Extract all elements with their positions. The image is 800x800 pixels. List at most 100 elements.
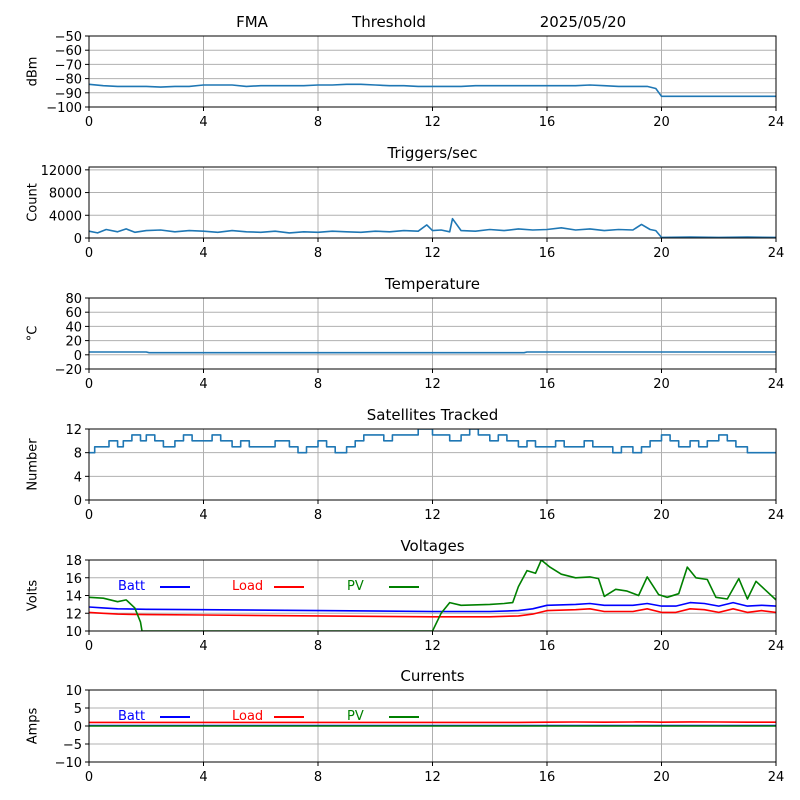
y-tick-label: 10	[65, 625, 82, 640]
x-tick-label: 24	[768, 508, 785, 523]
x-tick-label: 24	[768, 115, 785, 130]
x-tick-label: 0	[85, 115, 93, 130]
y-tick-label: −5	[63, 738, 82, 753]
x-tick-label: 16	[539, 246, 556, 261]
y-tick-label: 4000	[49, 209, 82, 224]
x-tick-label: 24	[768, 246, 785, 261]
x-tick-label: 16	[539, 770, 556, 785]
legend-label-load: Load	[232, 579, 263, 594]
x-tick-label: 12	[424, 639, 441, 654]
x-tick-label: 8	[314, 639, 322, 654]
plot-frame	[88, 559, 777, 632]
chart-panel-1: 0 4 8 12 16 20 24 0 4000 8000 12000 Triggers/sec Cou…	[26, 144, 785, 261]
x-tick-label: 4	[199, 639, 207, 654]
x-tick-label: 12	[424, 377, 441, 392]
y-tick-label: 0	[74, 232, 82, 247]
legend-label-load: Load	[232, 709, 263, 724]
y-tick-label: 12000	[41, 164, 82, 179]
y-tick-label: 40	[65, 320, 82, 335]
chart-panel-5: 0 4 8 12 16 20 24 −10 −5 0 5 10 Currents Amps Batt Load…	[26, 667, 785, 785]
y-tick-label: −20	[55, 363, 82, 378]
x-tick-label: 16	[539, 115, 556, 130]
y-axis-label: °C	[26, 326, 41, 342]
x-tick-label: 20	[653, 246, 670, 261]
chart-panel-0: 0 4 8 12 16 20 24 −100−90−80−70−60−50 dBm	[26, 30, 785, 130]
series-line	[89, 351, 776, 354]
x-tick-label: 0	[85, 639, 93, 654]
x-tick-label: 24	[768, 770, 785, 785]
y-tick-label: 12	[65, 423, 82, 438]
plot-frame	[88, 166, 777, 239]
legend-label-batt: Batt	[118, 709, 145, 724]
x-tick-label: 16	[539, 508, 556, 523]
series-line-load	[89, 721, 776, 724]
plot-frame	[88, 428, 777, 501]
y-axis-label: Amps	[26, 707, 41, 744]
header-center: Threshold	[351, 13, 426, 31]
y-tick-label: 18	[65, 554, 82, 569]
y-axis-label: Volts	[26, 580, 41, 612]
x-tick-label: 4	[199, 770, 207, 785]
y-axis-label: dBm	[26, 57, 41, 87]
x-tick-label: 16	[539, 377, 556, 392]
y-tick-label: 0	[74, 494, 82, 509]
series-line	[89, 217, 776, 238]
x-tick-label: 16	[539, 639, 556, 654]
header-left: FMA	[236, 13, 269, 31]
series-line-pv	[89, 560, 776, 631]
x-tick-label: 20	[653, 639, 670, 654]
y-tick-label: −10	[55, 756, 82, 771]
y-tick-label: 12	[65, 607, 82, 622]
x-tick-label: 12	[424, 508, 441, 523]
y-tick-label: −90	[55, 87, 82, 102]
chart-panel-4: 0 4 8 12 16 20 24 10 12 14 16 18 Voltages Volts Batt Lo…	[26, 537, 785, 654]
y-axis-label: Number	[26, 438, 41, 491]
chart-title: Temperature	[384, 275, 480, 293]
x-tick-label: 0	[85, 377, 93, 392]
y-tick-label: 60	[65, 306, 82, 321]
x-tick-label: 20	[653, 377, 670, 392]
x-tick-label: 12	[424, 246, 441, 261]
y-tick-label: 0	[74, 720, 82, 735]
x-tick-label: 4	[199, 115, 207, 130]
x-tick-label: 8	[314, 770, 322, 785]
x-tick-label: 4	[199, 508, 207, 523]
series-line	[89, 429, 776, 454]
x-tick-label: 12	[424, 770, 441, 785]
y-tick-label: −80	[55, 73, 82, 88]
x-tick-label: 8	[314, 246, 322, 261]
y-tick-label: 20	[65, 335, 82, 350]
x-tick-label: 0	[85, 770, 93, 785]
y-tick-label: 10	[65, 684, 82, 699]
chart-title: Currents	[400, 667, 464, 685]
y-tick-label: −50	[55, 30, 82, 45]
legend-label-pv: PV	[347, 579, 364, 594]
x-tick-label: 24	[768, 639, 785, 654]
plot-frame	[88, 297, 777, 370]
plot-frame	[88, 689, 777, 763]
y-tick-label: 4	[74, 470, 82, 485]
x-tick-label: 24	[768, 377, 785, 392]
x-tick-label: 0	[85, 508, 93, 523]
y-tick-label: 8000	[49, 187, 82, 202]
series-line	[89, 83, 776, 98]
y-tick-label: 16	[65, 572, 82, 587]
x-tick-label: 20	[653, 508, 670, 523]
chart-title: Satellites Tracked	[367, 406, 498, 424]
plot-frame	[88, 35, 777, 108]
chart-title: Triggers/sec	[387, 144, 478, 162]
x-tick-label: 0	[85, 246, 93, 261]
chart-title: Voltages	[400, 537, 464, 555]
y-axis-label: Count	[26, 183, 41, 222]
y-tick-label: 80	[65, 292, 82, 307]
chart-panel-3: 0 4 8 12 16 20 24 0 4 8 12 Satellites Tracked Number	[26, 406, 785, 523]
y-tick-label: −70	[55, 58, 82, 73]
series-line-load	[89, 608, 776, 618]
header-right: 2025/05/20	[540, 13, 626, 31]
x-tick-label: 12	[424, 115, 441, 130]
legend-label-pv: PV	[347, 709, 364, 724]
x-tick-label: 8	[314, 115, 322, 130]
y-tick-label: −100	[46, 101, 82, 116]
y-tick-label: 8	[74, 447, 82, 462]
